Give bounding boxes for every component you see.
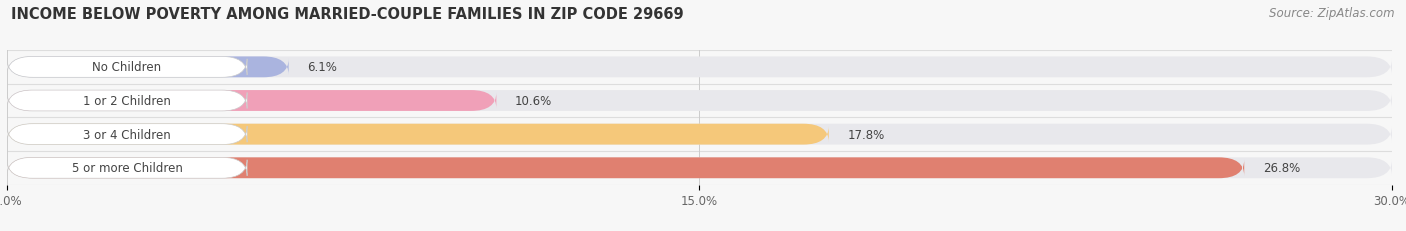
Text: INCOME BELOW POVERTY AMONG MARRIED-COUPLE FAMILIES IN ZIP CODE 29669: INCOME BELOW POVERTY AMONG MARRIED-COUPL… bbox=[11, 7, 683, 22]
FancyBboxPatch shape bbox=[7, 91, 496, 111]
Text: 6.1%: 6.1% bbox=[307, 61, 337, 74]
FancyBboxPatch shape bbox=[7, 57, 247, 78]
Text: 17.8%: 17.8% bbox=[848, 128, 884, 141]
Text: 3 or 4 Children: 3 or 4 Children bbox=[83, 128, 172, 141]
Text: 26.8%: 26.8% bbox=[1263, 161, 1301, 175]
Text: 1 or 2 Children: 1 or 2 Children bbox=[83, 94, 172, 108]
FancyBboxPatch shape bbox=[7, 91, 1392, 111]
FancyBboxPatch shape bbox=[7, 124, 247, 145]
Text: 5 or more Children: 5 or more Children bbox=[72, 161, 183, 175]
Text: 10.6%: 10.6% bbox=[515, 94, 553, 108]
FancyBboxPatch shape bbox=[7, 124, 828, 145]
FancyBboxPatch shape bbox=[7, 91, 247, 111]
FancyBboxPatch shape bbox=[7, 158, 1244, 178]
FancyBboxPatch shape bbox=[7, 57, 1392, 78]
Text: No Children: No Children bbox=[93, 61, 162, 74]
FancyBboxPatch shape bbox=[7, 57, 288, 78]
FancyBboxPatch shape bbox=[7, 158, 247, 178]
FancyBboxPatch shape bbox=[7, 158, 1392, 178]
FancyBboxPatch shape bbox=[7, 124, 1392, 145]
Text: Source: ZipAtlas.com: Source: ZipAtlas.com bbox=[1270, 7, 1395, 20]
